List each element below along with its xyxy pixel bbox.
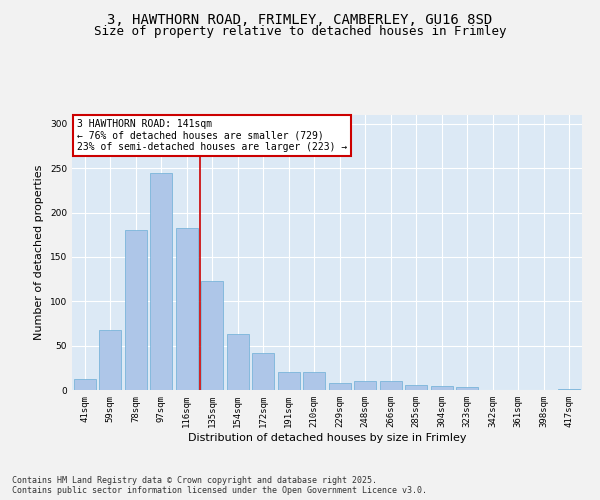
Y-axis label: Number of detached properties: Number of detached properties	[34, 165, 44, 340]
Bar	[202, 281, 223, 390]
Bar	[431, 386, 452, 390]
Bar	[100, 330, 121, 390]
Bar	[406, 384, 427, 390]
Bar	[559, 389, 580, 390]
Bar	[457, 388, 478, 390]
Bar	[355, 381, 376, 390]
Bar	[278, 372, 299, 390]
Text: Contains HM Land Registry data © Crown copyright and database right 2025.
Contai: Contains HM Land Registry data © Crown c…	[12, 476, 427, 495]
Bar	[151, 172, 172, 390]
Bar	[74, 380, 95, 390]
Bar	[125, 230, 146, 390]
Bar	[227, 334, 248, 390]
Bar	[304, 372, 325, 390]
X-axis label: Distribution of detached houses by size in Frimley: Distribution of detached houses by size …	[188, 432, 466, 442]
Bar	[253, 352, 274, 390]
Text: 3 HAWTHORN ROAD: 141sqm
← 76% of detached houses are smaller (729)
23% of semi-d: 3 HAWTHORN ROAD: 141sqm ← 76% of detache…	[77, 119, 347, 152]
Bar	[176, 228, 197, 390]
Bar	[380, 381, 401, 390]
Text: 3, HAWTHORN ROAD, FRIMLEY, CAMBERLEY, GU16 8SD: 3, HAWTHORN ROAD, FRIMLEY, CAMBERLEY, GU…	[107, 12, 493, 26]
Text: Size of property relative to detached houses in Frimley: Size of property relative to detached ho…	[94, 25, 506, 38]
Bar	[329, 383, 350, 390]
